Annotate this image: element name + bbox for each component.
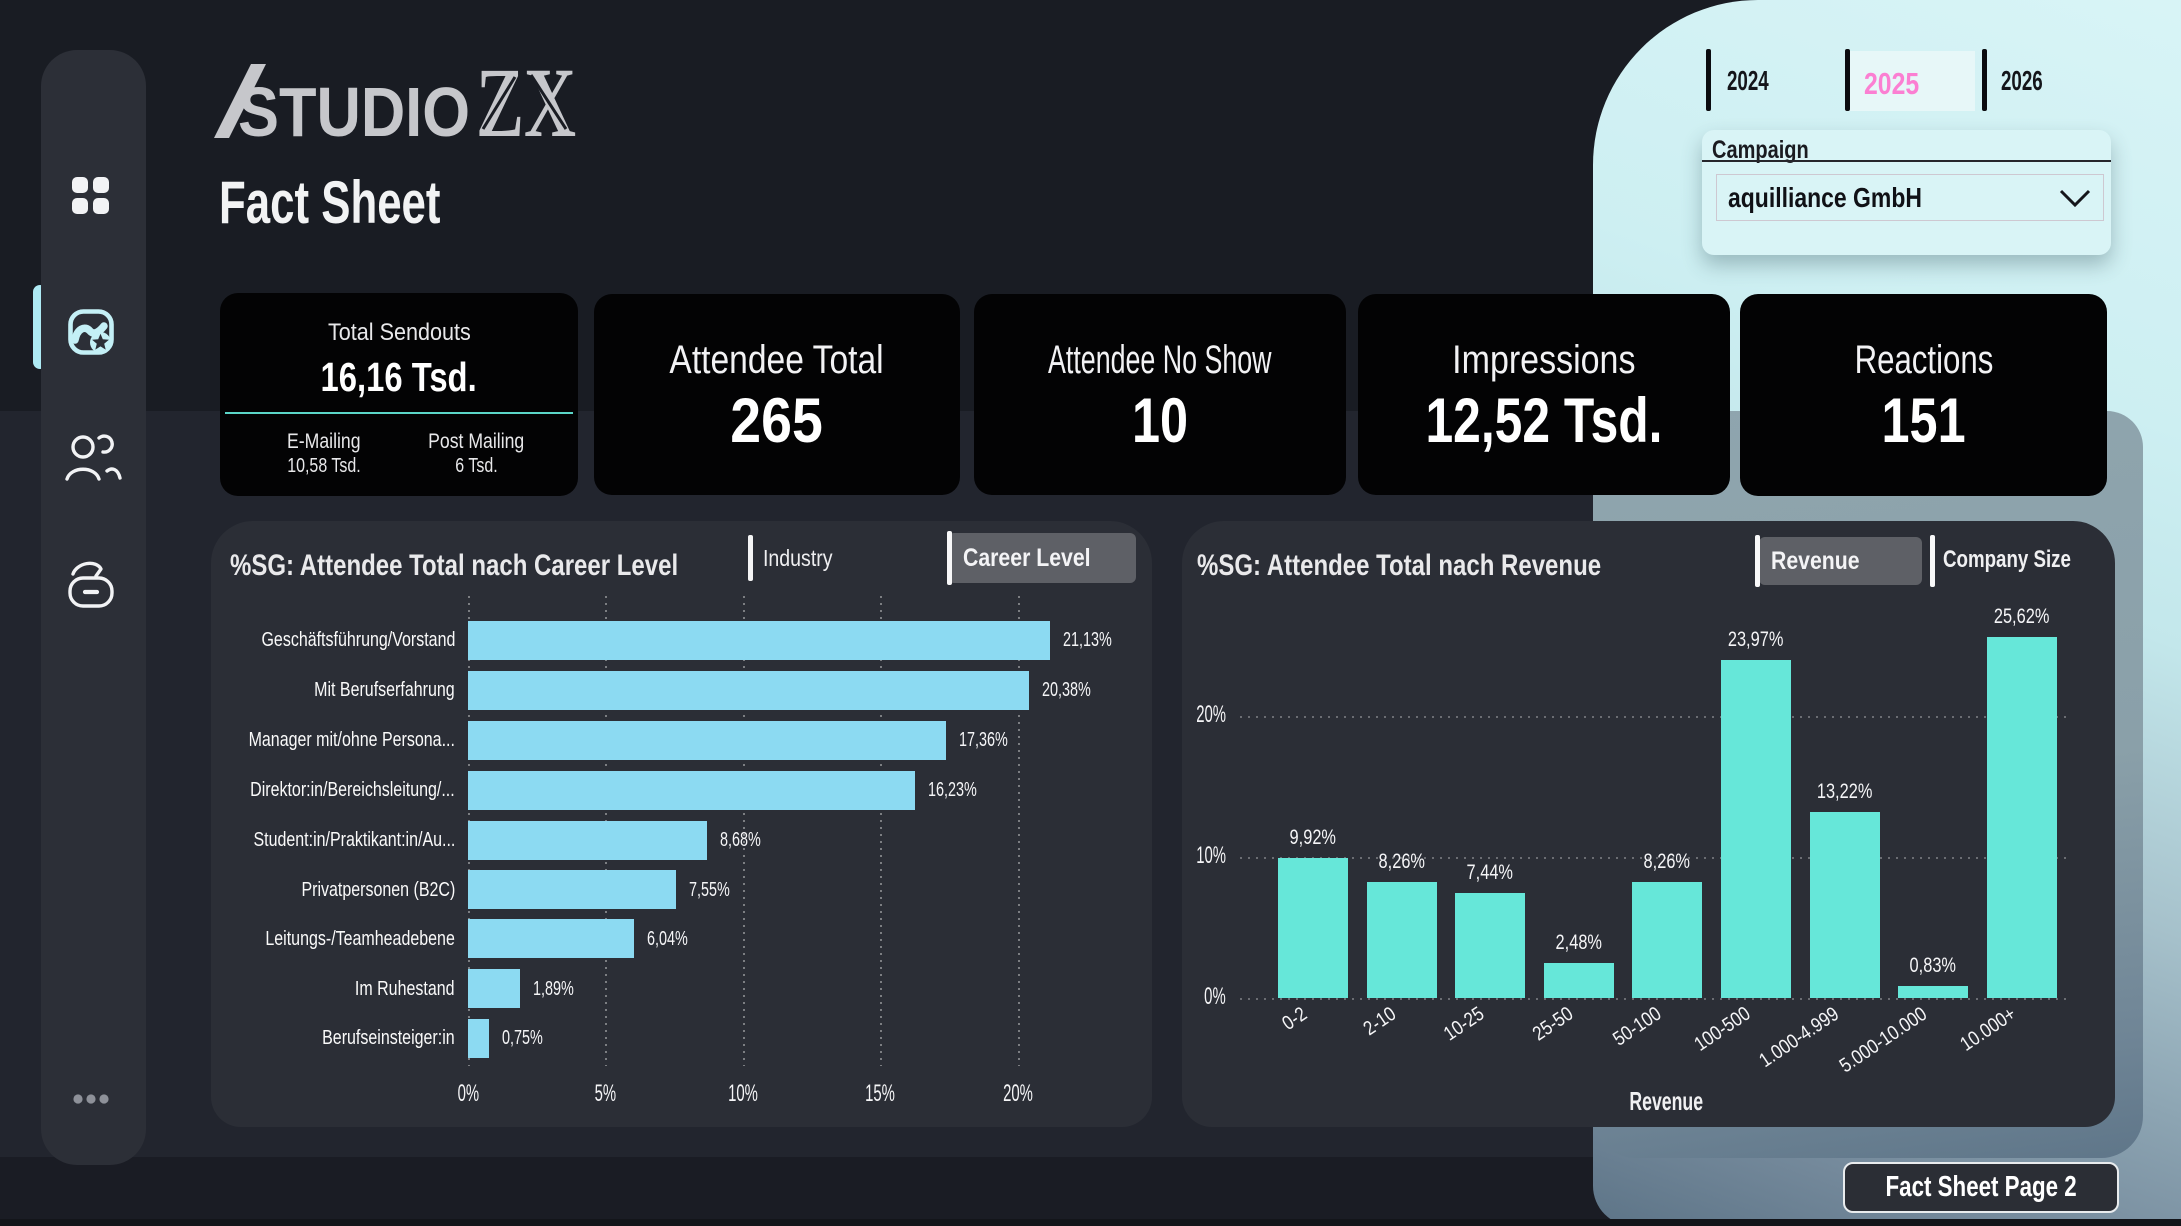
svg-text:STUDIO: STUDIO — [238, 73, 470, 144]
svg-text:ZX: ZX — [476, 58, 576, 144]
